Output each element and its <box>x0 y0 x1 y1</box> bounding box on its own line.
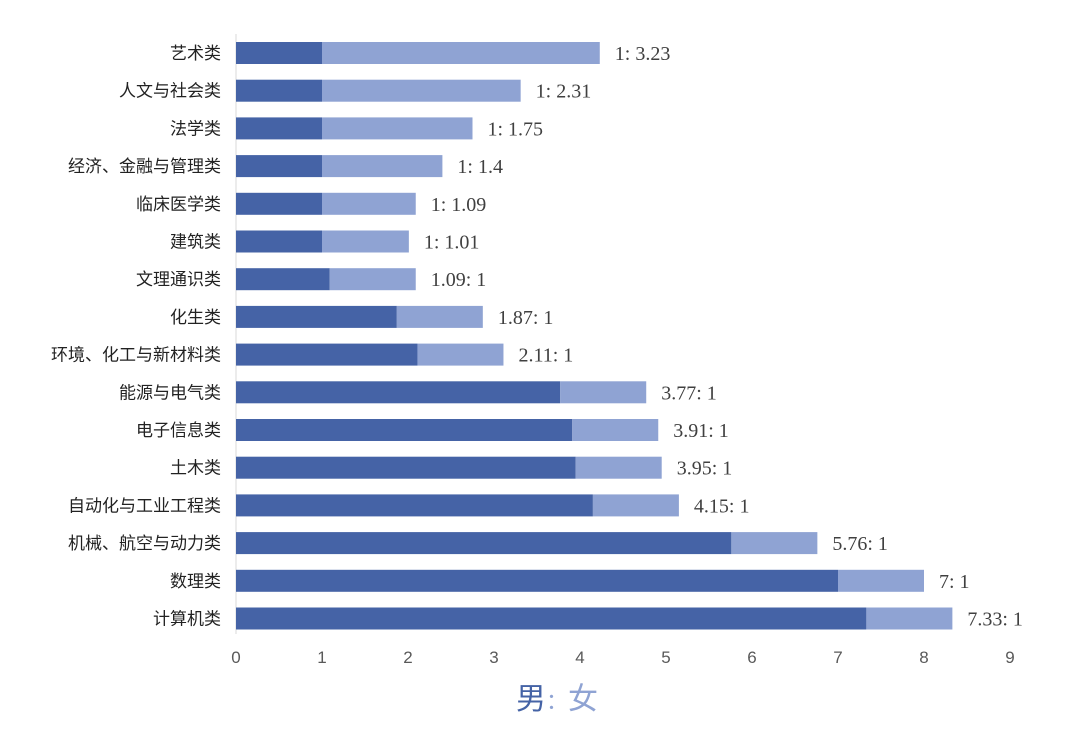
x-tick-label: 2 <box>403 648 412 667</box>
data-label: 3.95: 1 <box>677 458 733 480</box>
data-label: 7: 1 <box>939 571 970 593</box>
bar-female <box>322 155 443 178</box>
bars-group <box>236 42 953 630</box>
bar-male <box>236 419 573 441</box>
category-label: 数理类 <box>170 572 221 592</box>
x-tick-label: 8 <box>919 648 928 667</box>
category-label: 土木类 <box>170 459 221 479</box>
data-label: 3.77: 1 <box>661 382 717 404</box>
x-tick-label: 0 <box>231 648 240 667</box>
x-tick-label: 5 <box>661 648 670 667</box>
data-label: 1.87: 1 <box>498 307 554 329</box>
data-label: 7.33: 1 <box>967 609 1023 631</box>
data-label: 1.09: 1 <box>431 269 487 291</box>
data-label: 1: 2.31 <box>536 81 592 103</box>
category-label: 自动化与工业工程类 <box>68 496 221 516</box>
bar-male <box>236 456 576 479</box>
data-label: 1: 1.4 <box>457 156 503 178</box>
data-label: 2.11: 1 <box>518 345 573 367</box>
bar-female <box>322 230 409 253</box>
bar-male <box>236 192 322 215</box>
data-label: 1: 1.09 <box>431 194 487 216</box>
bar-male <box>236 305 397 328</box>
data-label: 1: 3.23 <box>615 43 671 65</box>
bar-male <box>236 79 322 102</box>
category-label: 艺术类 <box>170 44 221 64</box>
bar-male <box>236 494 593 517</box>
bar-female <box>417 343 504 366</box>
category-label: 文理通识类 <box>136 270 221 290</box>
category-label: 临床医学类 <box>136 195 221 215</box>
category-label: 机械、航空与动力类 <box>68 534 221 554</box>
bar-male <box>236 532 732 555</box>
bar-male <box>236 268 330 291</box>
bar-male <box>236 569 838 592</box>
x-tick-label: 1 <box>317 648 326 667</box>
category-label: 化生类 <box>170 308 221 328</box>
bar-male <box>236 42 322 64</box>
category-label: 法学类 <box>170 119 221 139</box>
bar-male <box>236 230 322 253</box>
legend-separator: ： <box>546 690 568 715</box>
bar-male <box>236 343 418 366</box>
bar-male <box>236 117 322 140</box>
data-labels: 1: 3.23 1: 2.31 1: 1.75 1: 1.4 1: 1.09 1: 1.0… <box>424 43 1023 631</box>
data-label: 5.76: 1 <box>832 533 888 555</box>
bar-male <box>236 381 561 404</box>
data-label: 3.91: 1 <box>673 420 729 442</box>
x-tick-label: 9 <box>1005 648 1014 667</box>
data-label: 1: 1.01 <box>424 232 480 254</box>
bar-female <box>575 456 662 479</box>
legend-female: 女 <box>568 682 598 717</box>
legend-male: 男 <box>516 682 546 717</box>
bar-female <box>322 117 473 140</box>
bar-male <box>236 607 867 630</box>
category-label: 经济、金融与管理类 <box>68 157 221 177</box>
data-label: 4.15: 1 <box>694 495 750 517</box>
bar-female <box>322 42 600 64</box>
legend: 男：女 <box>516 682 598 717</box>
bar-female <box>329 268 416 291</box>
x-tick-label: 6 <box>747 648 756 667</box>
bar-male <box>236 155 322 178</box>
x-axis-ticks: 0 1 2 3 4 5 6 7 8 9 <box>231 648 1014 667</box>
data-label: 1: 1.75 <box>488 118 544 140</box>
category-label: 环境、化工与新材料类 <box>51 346 221 366</box>
bar-female <box>322 79 521 102</box>
bar-female <box>572 419 659 441</box>
bar-female <box>731 532 818 555</box>
bar-female <box>396 305 483 328</box>
bar-female <box>838 569 924 592</box>
category-label: 电子信息类 <box>136 421 221 441</box>
category-label: 人文与社会类 <box>119 82 221 102</box>
bar-female <box>592 494 679 517</box>
x-tick-label: 3 <box>489 648 498 667</box>
bar-female <box>322 192 416 215</box>
x-tick-label: 4 <box>575 648 584 667</box>
bar-female <box>866 607 953 630</box>
category-label: 能源与电气类 <box>119 383 221 403</box>
category-label: 计算机类 <box>153 610 221 630</box>
bar-female <box>560 381 647 404</box>
category-labels: 艺术类人文与社会类法学类经济、金融与管理类临床医学类建筑类文理通识类化生类环境、… <box>51 44 221 630</box>
x-tick-label: 7 <box>833 648 842 667</box>
category-label: 建筑类 <box>170 233 221 253</box>
